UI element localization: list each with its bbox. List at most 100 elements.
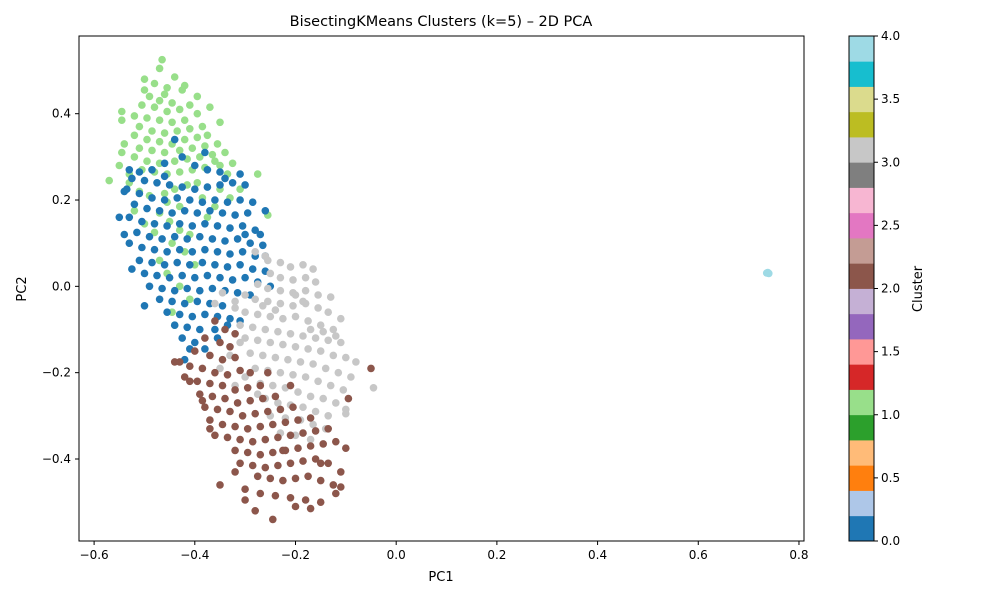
scatter-point-cluster-0 bbox=[168, 297, 176, 306]
scatter-point-cluster-3 bbox=[291, 312, 300, 321]
scatter-point-cluster-0 bbox=[140, 269, 149, 278]
scatter-point-cluster-2 bbox=[286, 459, 295, 468]
scatter-point-cluster-2 bbox=[211, 368, 219, 377]
scatter-point-cluster-0 bbox=[143, 204, 151, 213]
scatter-point-cluster-3 bbox=[271, 353, 280, 362]
scatter-point-cluster-2 bbox=[233, 399, 242, 407]
scatter-point-cluster-1 bbox=[170, 185, 179, 193]
colorbar-segment bbox=[849, 440, 874, 466]
scatter-point-cluster-3 bbox=[329, 325, 338, 334]
scatter-point-cluster-0 bbox=[201, 148, 209, 157]
scatter-point-cluster-2 bbox=[251, 507, 259, 515]
colorbar-segment bbox=[849, 465, 874, 491]
scatter-point-cluster-3 bbox=[316, 321, 325, 330]
scatter-point-cluster-3 bbox=[334, 368, 343, 377]
scatter-point-cluster-1 bbox=[170, 157, 179, 165]
scatter-point-cluster-0 bbox=[133, 228, 141, 237]
scatter-point-cluster-1 bbox=[228, 159, 237, 168]
scatter-point-cluster-3 bbox=[369, 384, 378, 392]
scatter-point-cluster-2 bbox=[201, 334, 209, 342]
scatter-point-cluster-0 bbox=[135, 168, 144, 176]
scatter-point-cluster-0 bbox=[248, 265, 257, 273]
colorbar: 0.0 0.5 1.0 1.5 2.0 2.5 3.0 3.5 4.0 bbox=[848, 29, 900, 548]
scatter-point-cluster-2 bbox=[274, 433, 282, 442]
scatter-point-cluster-1 bbox=[175, 226, 184, 234]
scatter-point-cluster-2 bbox=[186, 377, 194, 386]
scatter-point-cluster-3 bbox=[309, 360, 317, 368]
scatter-point-cluster-1 bbox=[158, 55, 166, 64]
scatter-point-cluster-0 bbox=[175, 245, 184, 254]
colorbar-segment bbox=[849, 313, 874, 340]
scatter-point-cluster-1 bbox=[180, 135, 189, 144]
scatter-point-cluster-2 bbox=[286, 431, 295, 440]
scatter-point-cluster-1 bbox=[155, 64, 164, 73]
scatter-point-cluster-1 bbox=[175, 146, 184, 155]
scatter-point-cluster-0 bbox=[208, 235, 217, 243]
scatter-point-cluster-3 bbox=[274, 399, 282, 407]
scatter-point-cluster-2 bbox=[226, 407, 234, 416]
scatter-point-cluster-3 bbox=[306, 435, 315, 444]
scatter-point-cluster-1 bbox=[155, 137, 164, 146]
scatter-point-cluster-2 bbox=[259, 394, 267, 403]
scatter-point-cluster-3 bbox=[218, 289, 227, 297]
scatter-point-cluster-2 bbox=[342, 444, 350, 453]
scatter-point-cluster-0 bbox=[178, 271, 186, 280]
scatter-point-cluster-2 bbox=[279, 446, 287, 455]
scatter-point-cluster-1 bbox=[216, 161, 224, 170]
scatter-point-cluster-2 bbox=[271, 491, 280, 500]
scatter-point-cluster-2 bbox=[221, 325, 229, 334]
scatter-point-cluster-0 bbox=[228, 276, 237, 284]
colorbar-segment bbox=[849, 137, 874, 163]
scatter-point-cluster-2 bbox=[196, 390, 204, 399]
scatter-point-cluster-0 bbox=[203, 166, 212, 174]
scatter-point-cluster-0 bbox=[226, 250, 234, 258]
scatter-point-cluster-1 bbox=[168, 118, 176, 127]
scatter-point-cluster-2 bbox=[223, 433, 232, 442]
scatter-point-cluster-0 bbox=[198, 258, 207, 267]
scatter-point-cluster-3 bbox=[246, 349, 254, 358]
scatter-point-cluster-0 bbox=[228, 179, 237, 187]
colorbar-segment bbox=[849, 364, 874, 390]
scatter-point-cluster-2 bbox=[266, 474, 275, 483]
scatter-point-cluster-0 bbox=[216, 273, 224, 282]
scatter-point-cluster-2 bbox=[218, 355, 227, 364]
scatter-point-cluster-3 bbox=[253, 310, 262, 319]
chart-title: BisectingKMeans Clusters (k=5) – 2D PCA bbox=[290, 14, 593, 30]
scatter-point-cluster-0 bbox=[160, 196, 169, 204]
scatter-point-cluster-0 bbox=[223, 263, 232, 271]
scatter-point-cluster-3 bbox=[271, 306, 280, 314]
scatter-point-cluster-3 bbox=[261, 252, 270, 260]
scatter-point-cluster-3 bbox=[301, 286, 310, 295]
scatter-point-cluster-0 bbox=[191, 185, 199, 193]
scatter-point-cluster-2 bbox=[367, 364, 375, 373]
scatter-point-cluster-0 bbox=[170, 321, 179, 330]
scatter-point-cluster-3 bbox=[339, 386, 348, 394]
scatter-point-cluster-3 bbox=[306, 325, 315, 334]
scatter-point-cluster-2 bbox=[289, 403, 297, 412]
scatter-point-cluster-3 bbox=[311, 334, 320, 342]
scatter-point-cluster-2 bbox=[243, 384, 252, 392]
scatter-point-cluster-1 bbox=[105, 176, 113, 185]
scatter-point-cluster-1 bbox=[118, 148, 126, 157]
scatter-point-cluster-1 bbox=[188, 144, 197, 152]
x-tick-label: 0.4 bbox=[588, 548, 607, 562]
x-tick-label: −0.2 bbox=[281, 548, 310, 562]
scatter-point-cluster-1 bbox=[163, 107, 171, 116]
scatter-point-cluster-3 bbox=[248, 323, 257, 332]
scatter-point-cluster-0 bbox=[213, 222, 222, 230]
scatter-point-cluster-3 bbox=[231, 304, 239, 312]
scatter-point-cluster-1 bbox=[160, 129, 169, 137]
scatter-point-cluster-0 bbox=[191, 273, 199, 282]
scatter-point-cluster-1 bbox=[120, 140, 129, 148]
scatter-point-cluster-3 bbox=[289, 302, 297, 310]
scatter-point-cluster-0 bbox=[140, 176, 149, 185]
scatter-point-cluster-2 bbox=[241, 485, 249, 494]
scatter-point-cluster-0 bbox=[163, 308, 171, 317]
scatter-point-cluster-0 bbox=[236, 261, 244, 269]
scatter-point-cluster-0 bbox=[120, 187, 129, 196]
scatter-point-cluster-2 bbox=[301, 496, 310, 504]
scatter-point-cluster-0 bbox=[226, 314, 234, 323]
scatter-point-cluster-1 bbox=[155, 256, 164, 265]
scatter-point-cluster-3 bbox=[332, 332, 340, 340]
